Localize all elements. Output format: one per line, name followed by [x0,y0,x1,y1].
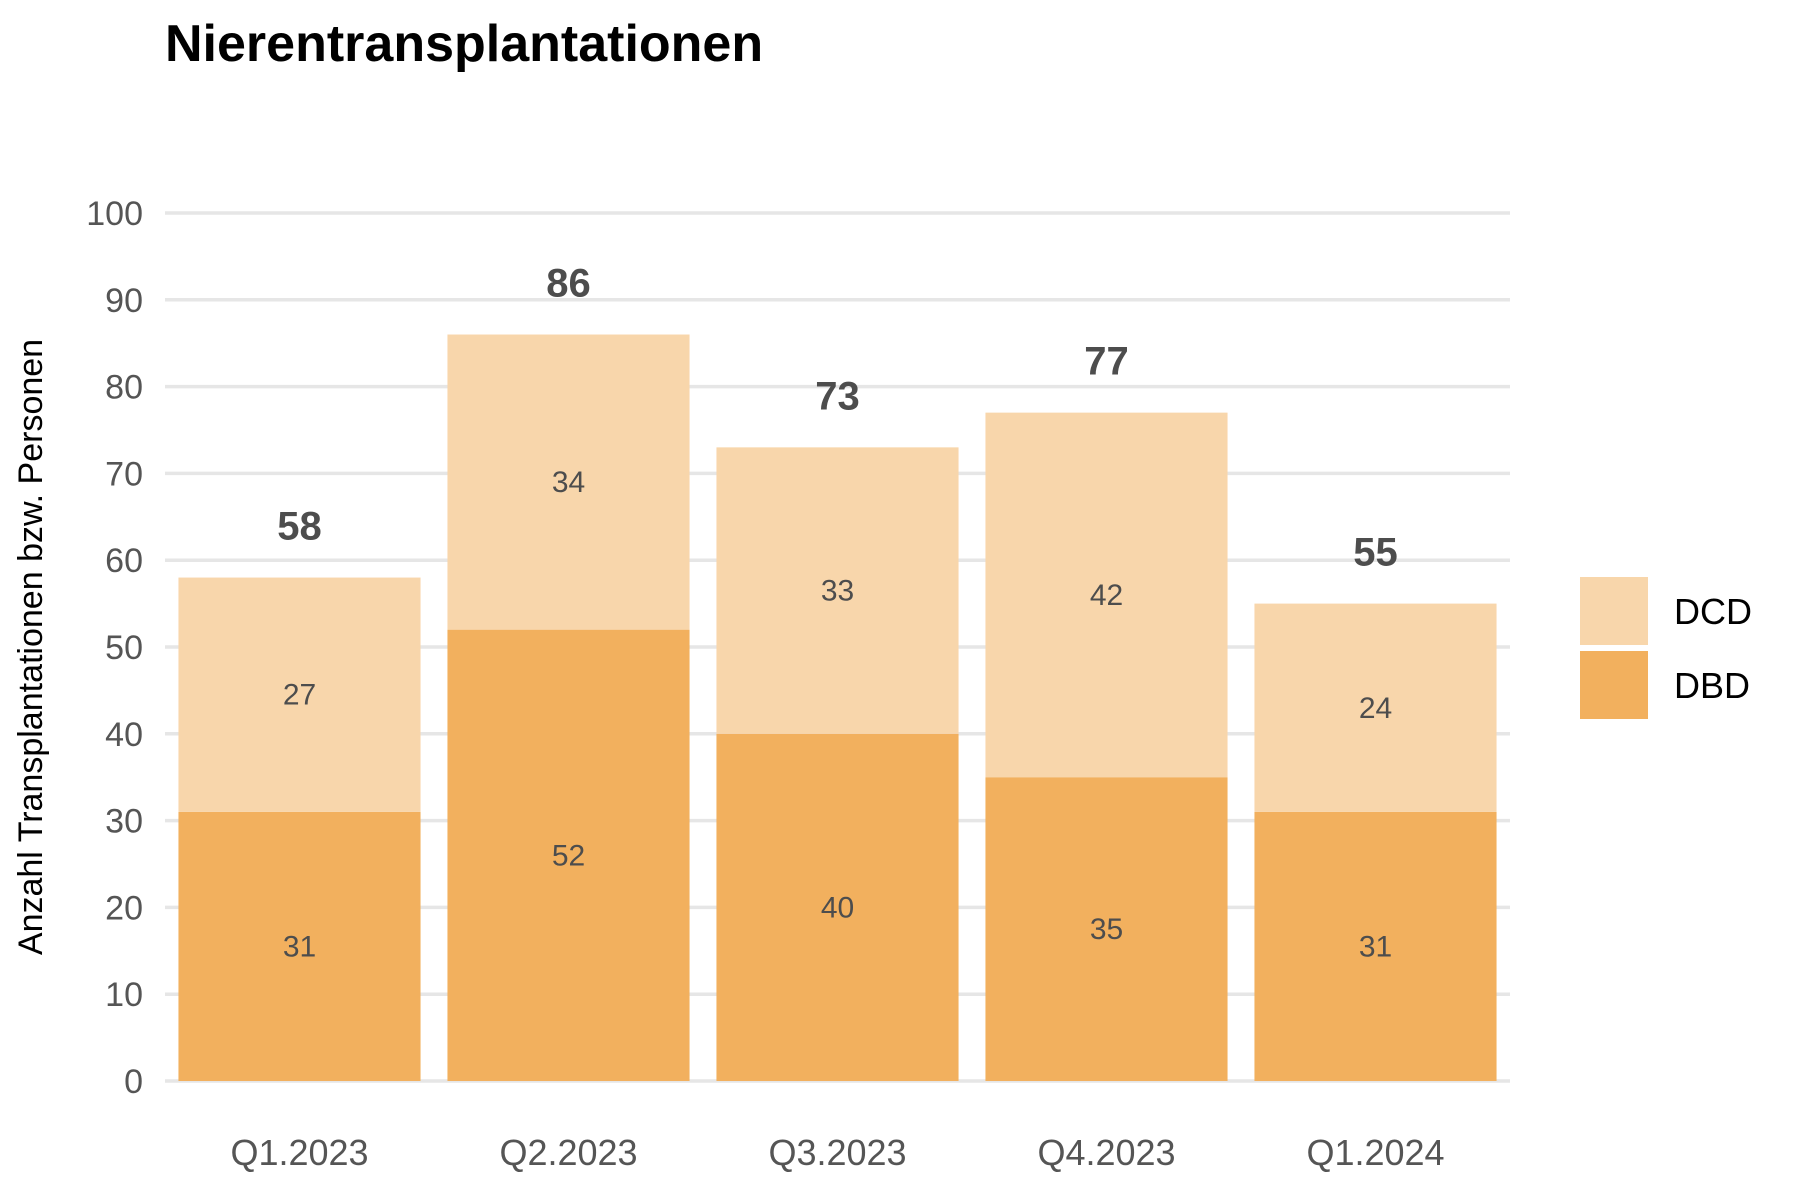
axes: 0 10 20 30 40 50 60 70 80 90 100 Anzahl Transplanta… [12,195,1445,1173]
bar-segment-dcd [985,412,1228,778]
legend-swatch-dcd [1580,577,1648,645]
total-value-label: 86 [546,262,591,306]
x-tick-label: Q2.2023 [499,1132,637,1173]
x-tick-label: Q4.2023 [1037,1132,1175,1173]
segment-value-label: 31 [283,930,316,963]
y-tick-label: 80 [105,369,143,407]
total-value-label: 73 [815,374,860,418]
segment-value-label: 31 [1359,930,1392,963]
total-value-label: 77 [1084,340,1129,384]
y-tick-label: 50 [105,629,143,667]
segment-value-label: 34 [552,466,585,499]
segment-value-label: 27 [283,679,316,712]
y-tick-label: 40 [105,716,143,754]
data-labels: 31 27 58 52 34 86 40 33 73 35 42 77 31 24 55 [277,262,1398,964]
y-tick-label: 100 [86,195,143,233]
segment-value-label: 40 [821,891,854,924]
bars [178,334,1497,1081]
legend-label-dbd: DBD [1674,665,1750,706]
x-tick-label: Q3.2023 [768,1132,906,1173]
total-value-label: 58 [277,505,322,549]
bar-segment-dbd [716,733,959,1081]
bar-segment-dbd [985,777,1228,1081]
bar-segment-dbd [178,811,421,1081]
y-tick-label: 30 [105,803,143,841]
y-tick-label: 10 [105,976,143,1014]
segment-value-label: 33 [821,575,854,608]
y-tick-label: 60 [105,542,143,580]
x-tick-label: Q1.2024 [1306,1132,1444,1173]
legend: DCD DBD [1580,577,1752,719]
legend-label-dcd: DCD [1674,591,1752,632]
bar-segment-dbd [1254,811,1497,1081]
bar-segment-dcd [1254,603,1497,812]
segment-value-label: 24 [1359,692,1392,725]
y-tick-label: 90 [105,282,143,320]
y-tick-label: 0 [124,1063,143,1101]
x-tick-label: Q1.2023 [230,1132,368,1173]
legend-swatch-dbd [1580,651,1648,719]
total-value-label: 55 [1353,531,1398,575]
y-axis-label: Anzahl Transplantationen bzw. Personen [12,339,50,955]
bar-segment-dcd [716,447,959,734]
bar-segment-dcd [178,577,421,812]
segment-value-label: 52 [552,839,585,872]
bar-segment-dcd [447,334,690,630]
segment-value-label: 42 [1090,579,1123,612]
chart-title: Nierentransplantationen [165,15,764,73]
y-tick-label: 70 [105,455,143,493]
segment-value-label: 35 [1090,913,1123,946]
y-tick-label: 20 [105,889,143,927]
bar-segment-dbd [447,629,690,1081]
